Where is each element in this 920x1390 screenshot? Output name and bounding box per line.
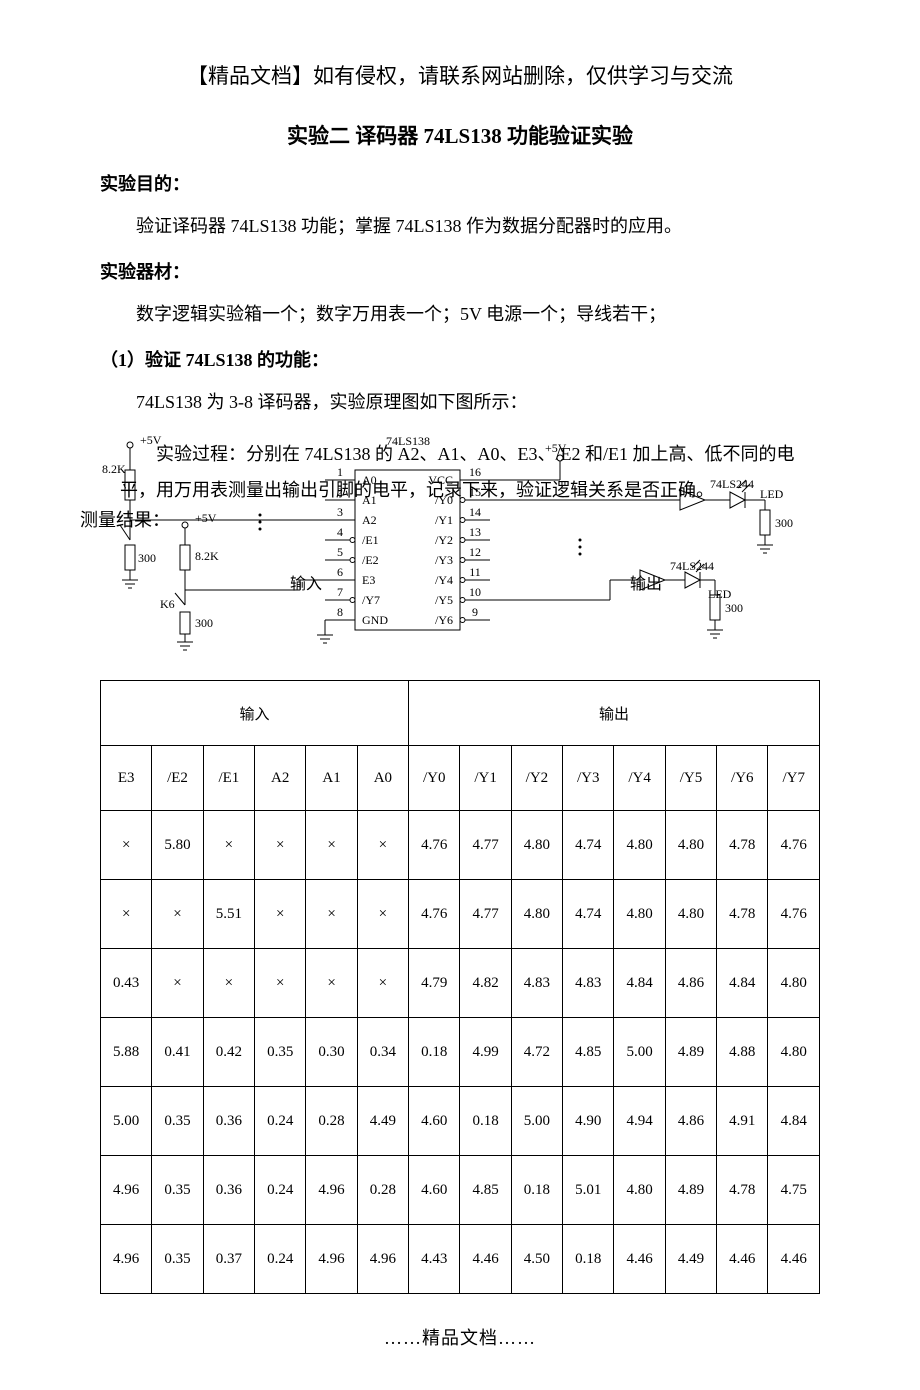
equipment-text: 数字逻辑实验箱一个；数字万用表一个；5V 电源一个；导线若干； xyxy=(100,296,820,332)
table-row: 4.960.350.360.244.960.284.604.850.185.01… xyxy=(101,1156,820,1225)
svg-text:/Y6: /Y6 xyxy=(435,613,453,627)
svg-text:300: 300 xyxy=(725,601,743,615)
col-header: /Y2 xyxy=(511,746,562,811)
col-header: /Y0 xyxy=(409,746,460,811)
table-row: 5.880.410.420.350.300.340.184.994.724.85… xyxy=(101,1018,820,1087)
document-page: 【精品文档】如有侵权，请联系网站删除，仅供学习与交流 实验二 译码器 74LS1… xyxy=(0,0,920,1390)
svg-text:8: 8 xyxy=(337,605,343,619)
col-header: /E2 xyxy=(152,746,203,811)
step1-title: （1）验证 74LS138 的功能： xyxy=(100,346,820,372)
svg-text:4: 4 xyxy=(337,525,343,539)
svg-text:/Y7: /Y7 xyxy=(362,593,380,607)
col-header: /E1 xyxy=(203,746,254,811)
svg-text:/E1: /E1 xyxy=(362,533,379,547)
group-output-header: 输出 xyxy=(409,681,820,746)
table-header-row: E3 /E2 /E1 A2 A1 A0 /Y0 /Y1 /Y2 /Y3 /Y4 … xyxy=(101,746,820,811)
svg-text:74LS244: 74LS244 xyxy=(670,559,714,573)
circuit-diagram: 实验过程：分别在 74LS138 的 A2、A1、A0、E3、/E2 和/E1 … xyxy=(100,430,820,680)
svg-text:7: 7 xyxy=(337,585,343,599)
svg-text:300: 300 xyxy=(195,616,213,630)
table-row: 5.000.350.360.240.284.494.600.185.004.90… xyxy=(101,1087,820,1156)
col-header: E3 xyxy=(101,746,152,811)
svg-text:9: 9 xyxy=(472,605,478,619)
svg-text:GND: GND xyxy=(362,613,388,627)
header-note: 【精品文档】如有侵权，请联系网站删除，仅供学习与交流 xyxy=(100,60,820,90)
equipment-title: 实验器材： xyxy=(100,258,820,284)
output-label-cn: 输出 xyxy=(630,570,662,594)
main-title: 实验二 译码器 74LS138 功能验证实验 xyxy=(100,120,820,150)
table-row: ××5.51×××4.764.774.804.744.804.804.784.7… xyxy=(101,880,820,949)
svg-text:5: 5 xyxy=(337,545,343,559)
svg-text:/Y4: /Y4 xyxy=(435,573,453,587)
group-input-header: 输入 xyxy=(101,681,409,746)
svg-text:8.2K: 8.2K xyxy=(195,549,219,563)
input-label-cn: 输入 xyxy=(290,570,322,594)
svg-text:/Y2: /Y2 xyxy=(435,533,453,547)
svg-text:A2: A2 xyxy=(362,513,377,527)
table-row: ×5.80××××4.764.774.804.744.804.804.784.7… xyxy=(101,811,820,880)
truth-table: 输入 输出 E3 /E2 /E1 A2 A1 A0 /Y0 /Y1 /Y2 /Y… xyxy=(100,680,820,1294)
svg-text:/Y1: /Y1 xyxy=(435,513,453,527)
svg-text:300: 300 xyxy=(775,516,793,530)
purpose-text: 验证译码器 74LS138 功能；掌握 74LS138 作为数据分配器时的应用。 xyxy=(100,208,820,244)
table-body: ×5.80××××4.764.774.804.744.804.804.784.7… xyxy=(101,811,820,1294)
svg-text:E3: E3 xyxy=(362,573,375,587)
col-header: A0 xyxy=(357,746,408,811)
table-row: 0.43×××××4.794.824.834.834.844.864.844.8… xyxy=(101,949,820,1018)
col-header: /Y1 xyxy=(460,746,511,811)
svg-text:K6: K6 xyxy=(160,597,175,611)
svg-text:/E2: /E2 xyxy=(362,553,379,567)
purpose-title: 实验目的： xyxy=(100,170,820,196)
svg-text:/Y5: /Y5 xyxy=(435,593,453,607)
table-group-row: 输入 输出 xyxy=(101,681,820,746)
col-header: /Y7 xyxy=(768,746,820,811)
overlay-result-label: 测量结果： xyxy=(80,502,230,538)
svg-text:6: 6 xyxy=(337,565,343,579)
col-header: /Y6 xyxy=(717,746,768,811)
svg-text:13: 13 xyxy=(469,525,481,539)
step1-text: 74LS138 为 3-8 译码器，实验原理图如下图所示： xyxy=(100,384,820,420)
overlay-procedure-text: 实验过程：分别在 74LS138 的 A2、A1、A0、E3、/E2 和/E1 … xyxy=(120,436,820,508)
col-header: /Y4 xyxy=(614,746,665,811)
svg-text:10: 10 xyxy=(469,585,481,599)
svg-text:300: 300 xyxy=(138,551,156,565)
col-header: A2 xyxy=(255,746,306,811)
col-header: /Y3 xyxy=(563,746,614,811)
svg-text:/Y3: /Y3 xyxy=(435,553,453,567)
col-header: /Y5 xyxy=(665,746,716,811)
table-row: 4.960.350.370.244.964.964.434.464.500.18… xyxy=(101,1225,820,1294)
svg-text:11: 11 xyxy=(469,565,481,579)
col-header: A1 xyxy=(306,746,357,811)
footer-note: ……精品文档…… xyxy=(100,1324,820,1350)
svg-text:12: 12 xyxy=(469,545,481,559)
